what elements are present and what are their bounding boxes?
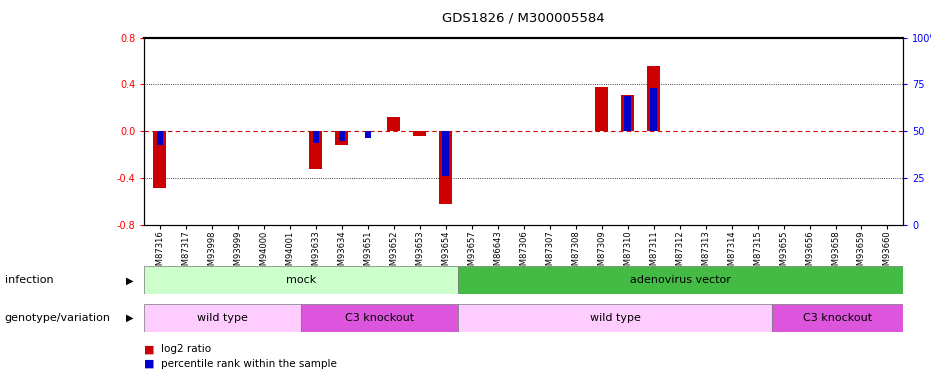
Text: log2 ratio: log2 ratio (161, 345, 211, 354)
Bar (439, 131, 452, 204)
Bar (595, 87, 608, 131)
Text: percentile rank within the sample: percentile rank within the sample (161, 359, 337, 369)
Bar (387, 117, 400, 131)
Bar (339, 131, 345, 141)
Bar (442, 131, 449, 176)
Bar (458, 266, 903, 294)
Bar (651, 88, 657, 131)
Bar (621, 95, 634, 131)
Text: ■: ■ (144, 345, 155, 354)
Bar (302, 304, 458, 332)
Text: wild type: wild type (197, 313, 249, 323)
Text: wild type: wild type (590, 313, 641, 323)
Text: ▶: ▶ (126, 275, 133, 285)
Text: C3 knockout: C3 knockout (345, 313, 414, 323)
Bar (647, 66, 660, 131)
Bar (335, 131, 348, 146)
Text: mock: mock (286, 275, 317, 285)
Bar (772, 304, 903, 332)
Bar (365, 131, 371, 138)
Bar (154, 131, 167, 188)
Text: C3 knockout: C3 knockout (803, 313, 872, 323)
Bar (313, 131, 319, 143)
Bar (309, 131, 322, 169)
Bar (144, 304, 302, 332)
Bar (458, 304, 772, 332)
Text: GDS1826 / M300005584: GDS1826 / M300005584 (442, 11, 605, 24)
Text: infection: infection (5, 275, 53, 285)
Bar (625, 96, 631, 131)
Text: adenovirus vector: adenovirus vector (630, 275, 731, 285)
Text: ▶: ▶ (126, 313, 133, 323)
Text: genotype/variation: genotype/variation (5, 313, 111, 323)
Bar (413, 131, 426, 136)
Text: ■: ■ (144, 359, 155, 369)
Bar (156, 131, 163, 146)
Bar (144, 266, 458, 294)
